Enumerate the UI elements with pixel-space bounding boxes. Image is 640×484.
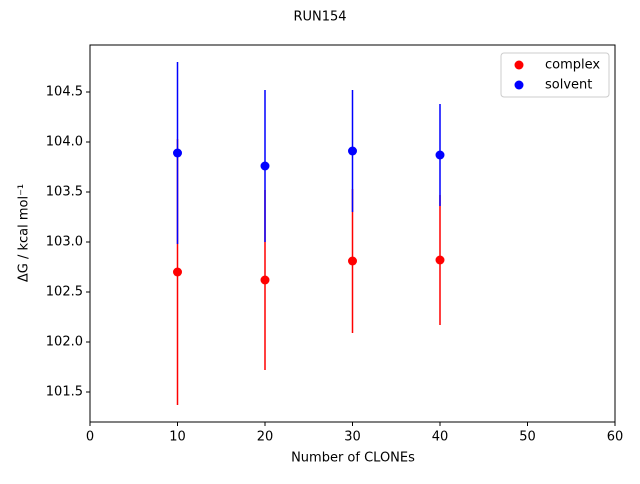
legend-label: complex [545, 58, 600, 73]
point [348, 256, 357, 266]
legend-box [500, 52, 610, 98]
y-tick-label: 102.5 [46, 285, 83, 300]
y-tick-label: 104.0 [46, 135, 83, 150]
x-tick-label: 0 [86, 430, 94, 445]
y-tick-label: 102.0 [46, 335, 83, 350]
legend-marker [514, 60, 524, 70]
point [435, 255, 445, 265]
legend-label: solvent [545, 78, 592, 93]
point [260, 275, 270, 285]
y-tick-label: 103.0 [46, 235, 83, 250]
y-tick-label: 101.5 [46, 385, 83, 400]
point [348, 146, 357, 156]
x-tick-label: 20 [257, 430, 274, 445]
y-tick-label: 103.5 [46, 185, 83, 200]
x-tick-label: 30 [344, 430, 361, 445]
point [173, 267, 182, 277]
plot-frame [89, 44, 616, 423]
x-axis-label: Number of CLONEs [291, 451, 415, 466]
y-axis-label: ΔG / kcal mol⁻¹ [17, 184, 32, 282]
chart-title: RUN154 [293, 10, 346, 25]
y-tick-label: 104.5 [46, 85, 83, 100]
x-tick-label: 40 [432, 430, 449, 445]
x-tick-label: 60 [607, 430, 624, 445]
legend-marker [514, 80, 524, 90]
point [435, 150, 445, 160]
point [260, 161, 270, 171]
x-tick-label: 50 [519, 430, 536, 445]
x-tick-label: 10 [169, 430, 186, 445]
point [173, 148, 182, 158]
